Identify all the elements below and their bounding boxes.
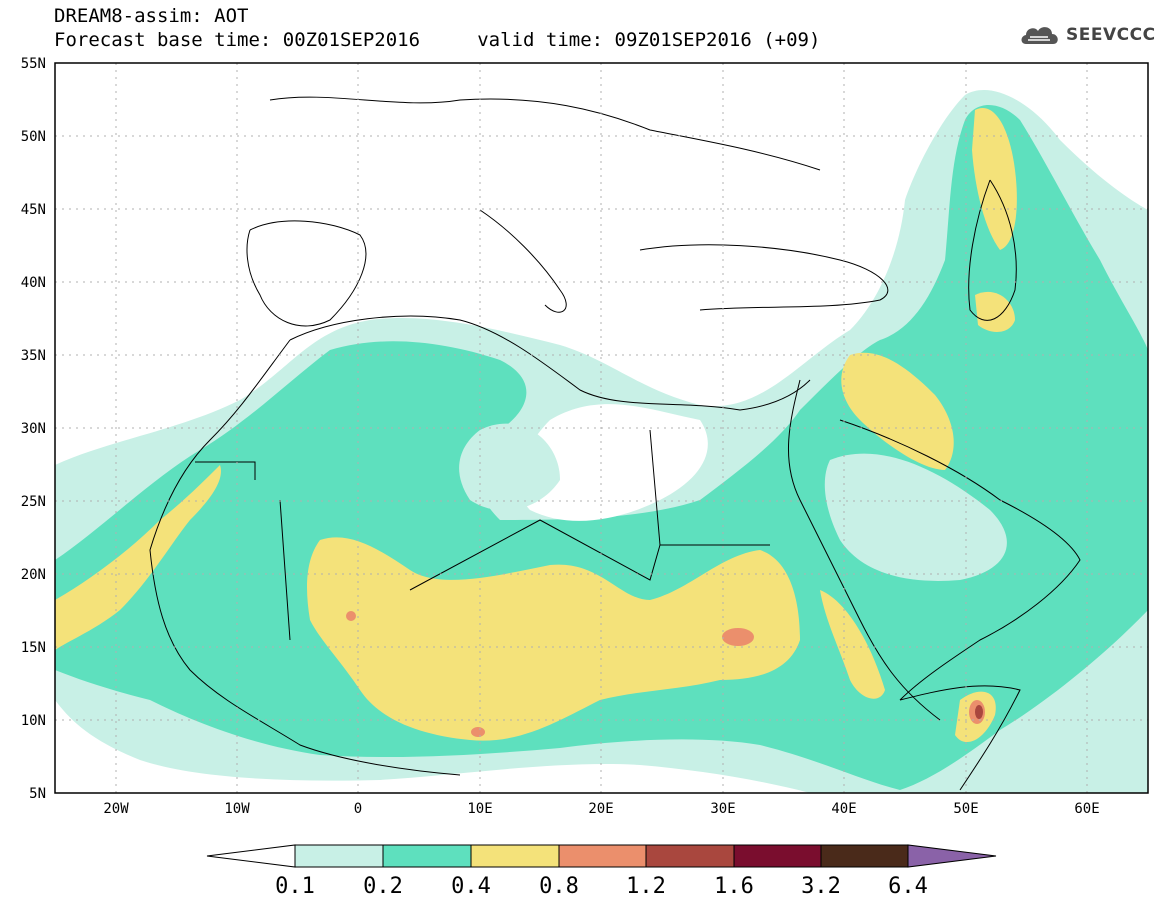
colorbar-label-1.6: 1.6 bbox=[714, 874, 754, 899]
lon-label-30e: 30E bbox=[710, 801, 735, 817]
aot-clear-sahara-2 bbox=[459, 423, 560, 511]
map-frame bbox=[54, 62, 1149, 794]
colorbar-label-0.4: 0.4 bbox=[451, 874, 491, 899]
coast-north-africa bbox=[289, 315, 811, 411]
aot-region-0.4-sahel bbox=[307, 537, 800, 741]
coast-caspian bbox=[968, 179, 1017, 321]
coast-turkey bbox=[639, 244, 889, 311]
chart-subtitle: Forecast base time: 00Z01SEP2016 valid t… bbox=[54, 29, 821, 51]
coast-west-africa bbox=[149, 339, 461, 776]
aot-spot-0.8-mali bbox=[346, 611, 356, 621]
lon-label-40e: 40E bbox=[831, 801, 856, 817]
lat-label-55n: 55N bbox=[21, 56, 46, 72]
colorbar bbox=[206, 844, 997, 868]
coast-italy bbox=[479, 209, 567, 313]
colorbar-bin-7 bbox=[820, 844, 909, 868]
lat-label-50n: 50N bbox=[21, 129, 46, 145]
lon-label-20e: 20E bbox=[588, 801, 613, 817]
lon-label-10e: 10E bbox=[467, 801, 492, 817]
lon-label-10w: 10W bbox=[224, 801, 250, 817]
lat-label-5n: 5N bbox=[29, 786, 46, 802]
colorbar-label-0.8: 0.8 bbox=[539, 874, 579, 899]
aot-region-0.4-westafrica bbox=[55, 465, 221, 650]
colorbar-bin-4 bbox=[558, 844, 647, 868]
graticule bbox=[55, 63, 1148, 793]
lat-label-45n: 45N bbox=[21, 202, 46, 218]
lat-label-15n: 15N bbox=[21, 640, 46, 656]
chart-title: DREAM8-assim: AOT bbox=[54, 5, 249, 27]
lat-label-25n: 25N bbox=[21, 494, 46, 510]
aot-region-0.4-caspian bbox=[972, 108, 1017, 250]
border-sahara bbox=[195, 429, 770, 641]
colorbar-label-3.2: 3.2 bbox=[801, 874, 841, 899]
aot-region-0.4-redsea bbox=[820, 590, 885, 699]
lon-label-50e: 50E bbox=[953, 801, 978, 817]
lat-label-35n: 35N bbox=[21, 348, 46, 364]
lat-label-30n: 30N bbox=[21, 421, 46, 437]
coast-horn bbox=[899, 685, 1021, 791]
aot-clear-sahara bbox=[519, 404, 708, 521]
colorbar-over-arrow bbox=[907, 844, 997, 868]
aot-clear-arabia bbox=[824, 453, 1007, 581]
aot-field bbox=[55, 90, 1148, 793]
aot-spot-0.8-sudan bbox=[722, 628, 754, 646]
colorbar-bin-3 bbox=[470, 844, 560, 868]
colorbar-label-0.2: 0.2 bbox=[363, 874, 403, 899]
colorbar-bin-1 bbox=[294, 844, 384, 868]
aot-spot-0.8-nigeria bbox=[471, 727, 485, 737]
aot-spot-1.2-somalia bbox=[975, 705, 983, 719]
colorbar-labels: 0.1 0.2 0.4 0.8 1.2 1.6 3.2 6.4 bbox=[275, 874, 928, 899]
coast-arabia bbox=[839, 419, 1081, 701]
colorbar-label-1.2: 1.2 bbox=[626, 874, 666, 899]
cloud-icon bbox=[1021, 27, 1058, 44]
aot-region-0.4-caspian-s bbox=[975, 291, 1015, 332]
lon-label-20w: 20W bbox=[103, 801, 129, 817]
lon-labels: 20W 10W 0 10E 20E 30E 40E 50E 60E bbox=[103, 801, 1099, 817]
colorbar-bin-6 bbox=[733, 844, 822, 868]
colorbar-under-arrow bbox=[206, 844, 296, 868]
coast-levant-redsea bbox=[787, 379, 941, 721]
colorbar-label-6.4: 6.4 bbox=[888, 874, 928, 899]
lon-label-60e: 60E bbox=[1074, 801, 1099, 817]
lat-label-40n: 40N bbox=[21, 275, 46, 291]
seevccc-logo: SEEVCCC bbox=[1018, 22, 1156, 48]
colorbar-bin-2 bbox=[382, 844, 472, 868]
lat-labels: 55N 50N 45N 40N 35N 30N 25N 20N 15N 10N … bbox=[21, 56, 46, 802]
lat-label-10n: 10N bbox=[21, 713, 46, 729]
colorbar-bin-5 bbox=[645, 844, 735, 868]
logo-text: SEEVCCC bbox=[1066, 25, 1156, 45]
aot-region-0.4-iraq bbox=[841, 352, 954, 470]
lon-label-0: 0 bbox=[354, 801, 362, 817]
coast-europe bbox=[269, 96, 821, 171]
colorbar-label-0.1: 0.1 bbox=[275, 874, 315, 899]
coastlines bbox=[149, 96, 1081, 791]
lat-label-20n: 20N bbox=[21, 567, 46, 583]
coast-iberia bbox=[246, 220, 367, 327]
